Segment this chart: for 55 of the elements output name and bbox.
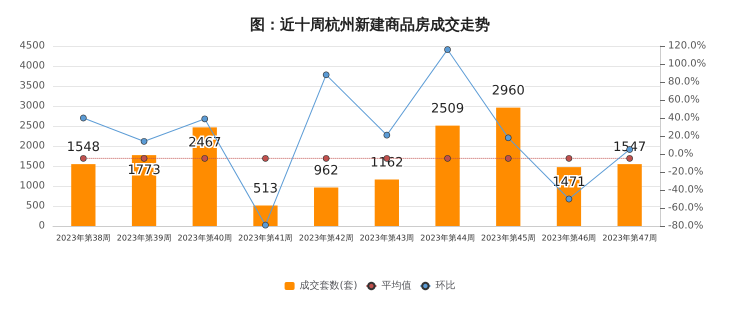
y2-tick-label: 20.0% xyxy=(668,130,700,142)
x-tick-label: 2023年第43周 xyxy=(360,234,414,242)
point xyxy=(322,72,330,78)
bar xyxy=(314,188,338,226)
y-tick-label: 4500 xyxy=(20,40,45,52)
point xyxy=(384,132,390,138)
legend-label: 环比 xyxy=(435,280,456,292)
data-label: 513 xyxy=(253,181,278,196)
point xyxy=(566,196,572,202)
x-tick-label: 2023年第41周 xyxy=(238,234,293,242)
x-tick-label: 2023年第40周 xyxy=(177,234,232,242)
y2-tick-label: -80.0% xyxy=(668,220,704,232)
x-tick-label: 2023年第42周 xyxy=(298,234,354,242)
x-tick-label: 2023年第44周 xyxy=(420,234,475,242)
bar xyxy=(71,164,96,226)
y2-tick-label: 0.0% xyxy=(668,148,694,160)
y2-tick-label: 40.0% xyxy=(668,112,700,124)
y2-tick-label: 100.0% xyxy=(668,58,706,70)
y-tick-label: 1000 xyxy=(20,180,45,192)
bar xyxy=(435,126,460,226)
data-label: 2960 xyxy=(492,84,525,99)
bar xyxy=(374,180,399,226)
x-tick-label: 2023年第39周 xyxy=(116,234,172,242)
bar xyxy=(496,108,520,226)
x-tick-label: 2023年第46周 xyxy=(542,234,596,242)
y2-tick-label: 80.0% xyxy=(668,76,700,88)
y-tick-label: 0 xyxy=(38,220,45,232)
point xyxy=(504,134,512,142)
point xyxy=(140,138,148,145)
data-label: 962 xyxy=(314,164,339,179)
data-label: 1548 xyxy=(66,140,100,156)
point xyxy=(444,46,451,53)
y2-tick-label: 60.0% xyxy=(668,94,700,106)
x-tick-label: 2023年第45周 xyxy=(480,234,536,242)
y-tick-label: 1500 xyxy=(20,160,45,172)
y2-tick-label: -40.0% xyxy=(668,184,704,196)
y-tick-label: 2500 xyxy=(20,120,45,132)
chart-title: 图：近十周杭州新建商品房成交走势 xyxy=(250,16,490,34)
y-tick-label: 4000 xyxy=(20,60,45,72)
y2-tick-label: -60.0% xyxy=(668,202,704,214)
legend-label: 成交套数(套) xyxy=(300,280,358,292)
y2-tick-label: 120.0% xyxy=(668,40,706,52)
point xyxy=(201,116,208,122)
bar xyxy=(618,164,642,226)
y2-tick-label: -20.0% xyxy=(668,166,704,178)
y-tick-label: 3500 xyxy=(20,80,45,92)
x-tick-label: 2023年第47周 xyxy=(602,234,657,242)
point xyxy=(262,222,269,228)
y-tick-label: 500 xyxy=(26,200,45,212)
x-tick-label: 2023年第38周 xyxy=(56,234,111,242)
point xyxy=(80,114,87,122)
data-label: 2509 xyxy=(431,102,464,117)
y-tick-label: 3000 xyxy=(20,100,45,112)
legend-label: 平均值 xyxy=(381,280,412,292)
y-tick-label: 2000 xyxy=(20,140,45,152)
